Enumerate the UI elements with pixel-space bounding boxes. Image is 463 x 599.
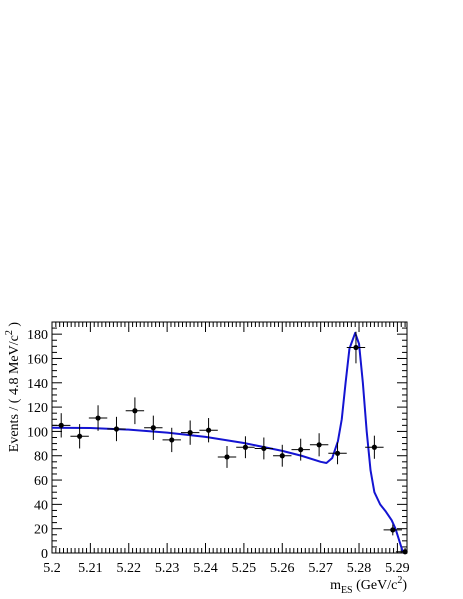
data-point bbox=[88, 405, 108, 431]
data-marker bbox=[77, 433, 83, 439]
x-tick-label: 5.21 bbox=[78, 561, 103, 576]
data-marker bbox=[169, 437, 175, 443]
x-tick-label: 5.22 bbox=[117, 561, 142, 576]
x-tick-label: 5.27 bbox=[308, 561, 333, 576]
y-tick-label: 180 bbox=[27, 328, 48, 343]
data-marker bbox=[279, 453, 285, 459]
data-marker bbox=[132, 408, 138, 414]
data-point bbox=[383, 524, 403, 536]
data-point bbox=[291, 438, 310, 461]
x-axis-title-subscript: ES bbox=[341, 585, 353, 596]
x-tick-label: 5.26 bbox=[270, 561, 295, 576]
y-tick-label: 60 bbox=[34, 474, 48, 489]
data-points-layer bbox=[52, 331, 408, 555]
x-tick-label: 5.23 bbox=[155, 561, 180, 576]
y-tick-label: 160 bbox=[27, 352, 48, 367]
data-marker bbox=[298, 447, 304, 453]
data-marker bbox=[261, 445, 267, 452]
x-axis-title: mES (GeV/c2) bbox=[330, 575, 407, 596]
data-point bbox=[236, 436, 255, 459]
x-tick-label: 5.2 bbox=[43, 561, 61, 576]
x-axis-title-close: ) bbox=[402, 578, 407, 593]
data-marker bbox=[205, 427, 212, 433]
data-point bbox=[125, 397, 145, 425]
y-axis-title-superscript: 2 bbox=[4, 330, 15, 335]
y-axis-title-text: Events / ( 4.8 MeV/c bbox=[7, 335, 22, 452]
data-marker bbox=[58, 422, 64, 428]
data-point bbox=[217, 446, 237, 468]
data-marker bbox=[113, 426, 120, 432]
data-point bbox=[365, 435, 384, 459]
y-tick-label: 20 bbox=[34, 523, 48, 538]
data-marker bbox=[390, 527, 396, 533]
data-point bbox=[107, 416, 126, 442]
x-tick-label: 5.28 bbox=[347, 561, 372, 576]
data-marker bbox=[187, 430, 193, 436]
x-axis-title-rest: (GeV/c bbox=[353, 578, 398, 593]
y-axis-ticks: 0 20 40 60 80 100 120 140 160 180 bbox=[27, 321, 407, 562]
data-marker bbox=[242, 444, 249, 450]
data-point bbox=[52, 413, 71, 438]
data-point bbox=[180, 420, 200, 445]
data-marker bbox=[402, 549, 408, 555]
y-tick-label: 120 bbox=[27, 401, 48, 416]
y-tick-label: 100 bbox=[27, 425, 48, 440]
data-point bbox=[144, 415, 163, 440]
plot-frame bbox=[51, 321, 408, 554]
y-tick-label: 0 bbox=[41, 547, 48, 562]
x-tick-label: 5.25 bbox=[232, 561, 257, 576]
x-tick-label: 5.24 bbox=[193, 561, 218, 576]
fit-curve-layer bbox=[51, 331, 405, 554]
y-tick-label: 40 bbox=[34, 498, 48, 513]
data-point bbox=[328, 442, 347, 465]
x-axis-title-base: m bbox=[330, 578, 341, 593]
fit-curve bbox=[51, 331, 405, 554]
data-point bbox=[309, 433, 329, 457]
x-axis-ticks: 5.2 5.21 5.22 5.23 5.24 5.25 5.26 5.27 5.28 5.29 bbox=[43, 322, 410, 576]
y-tick-label: 140 bbox=[27, 377, 48, 392]
data-point bbox=[346, 331, 366, 364]
data-marker bbox=[150, 425, 156, 431]
data-marker bbox=[371, 444, 377, 450]
data-marker bbox=[95, 415, 101, 421]
data-marker bbox=[353, 344, 359, 351]
data-point bbox=[273, 444, 292, 467]
data-marker bbox=[334, 450, 341, 456]
y-tick-label: 80 bbox=[34, 450, 48, 465]
data-point bbox=[70, 424, 89, 449]
data-point bbox=[254, 437, 274, 460]
y-axis-title: Events / ( 4.8 MeV/c2 ) bbox=[4, 322, 22, 453]
y-axis-title-close: ) bbox=[7, 322, 22, 331]
data-marker bbox=[316, 442, 322, 448]
data-point bbox=[395, 549, 408, 555]
x-axis-title-superscript: 2 bbox=[397, 575, 402, 586]
data-point bbox=[162, 427, 181, 453]
data-point bbox=[199, 418, 218, 443]
data-marker bbox=[224, 454, 230, 460]
x-tick-label: 5.29 bbox=[385, 561, 410, 576]
